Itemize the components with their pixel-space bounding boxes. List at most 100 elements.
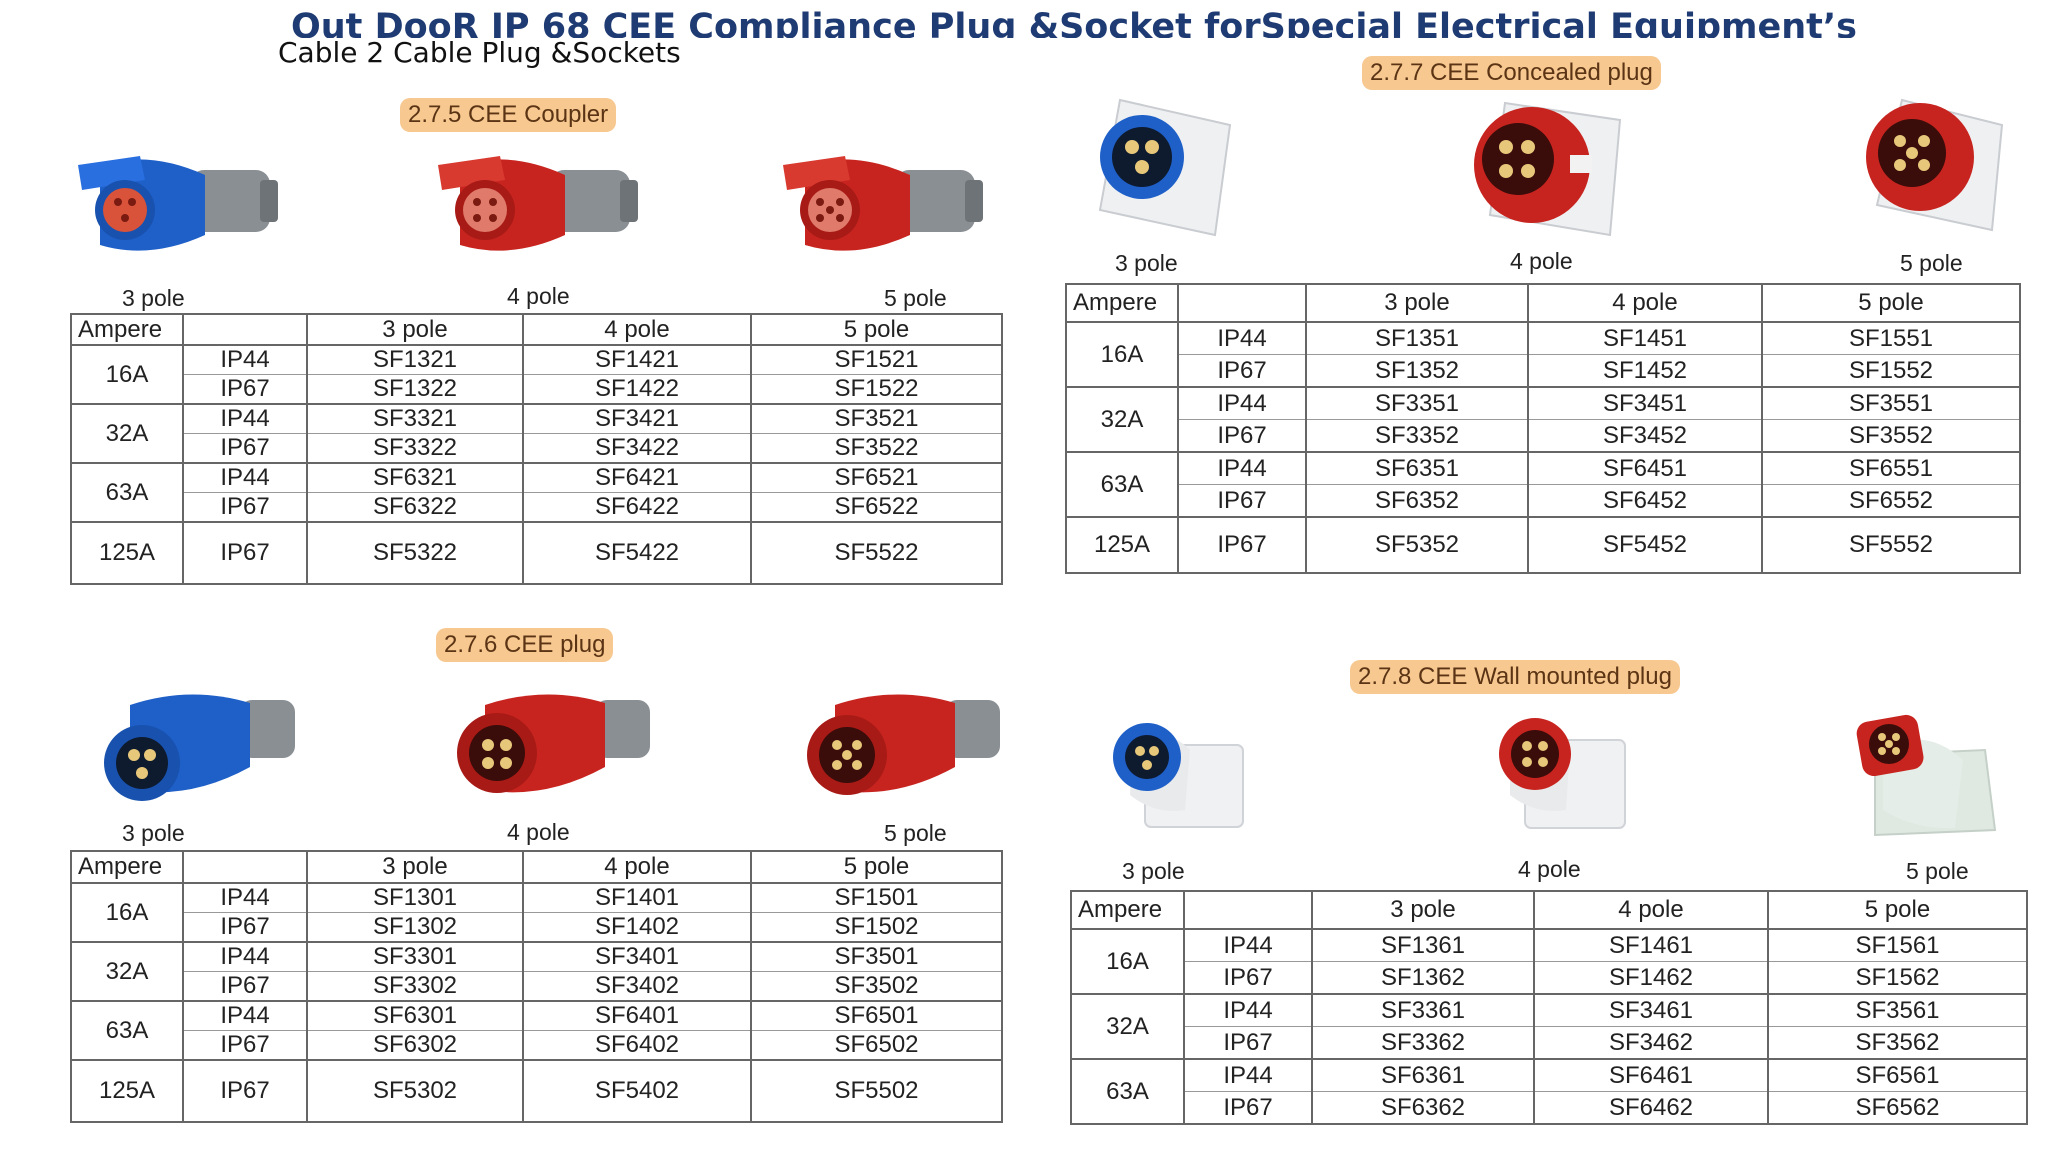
part-number-cell: SF5302 <box>306 1059 524 1123</box>
table-row: 16A IP44 SF1321 SF1421 SF1521 <box>70 344 1003 405</box>
part-number-cell: SF5552 <box>1761 516 2021 574</box>
part-number-cell: SF3301 <box>306 941 524 972</box>
pole-label: 5 pole <box>1906 858 1969 884</box>
table-header-row: Ampere 3 pole 4 pole 5 pole <box>70 313 1003 346</box>
part-number-cell: SF1422 <box>522 374 752 405</box>
part-number-cell: SF6302 <box>306 1030 524 1061</box>
table-row: IP67 SF6352 SF6452 SF6552 <box>1066 484 2021 518</box>
part-number-cell: SF1551 <box>1761 321 2021 355</box>
table-row: IP67 SF3362 SF3462 SF3562 <box>1071 1026 2028 1060</box>
part-number-cell: SF5402 <box>522 1059 752 1123</box>
ip-rating-cell: IP44 <box>182 882 308 913</box>
part-number-cell: SF3562 <box>1767 1026 2028 1060</box>
pole-label: 4 pole <box>507 819 570 845</box>
part-number-cell: SF1462 <box>1533 961 1769 995</box>
table-row: IP67 SF3352 SF3452 SF3552 <box>1066 419 2021 453</box>
part-number-cell: SF3461 <box>1533 993 1769 1027</box>
ampere-cell: 32A <box>70 403 184 464</box>
spec-table: Ampere 3 pole 4 pole 5 pole 16A IP44 SF1301 SF1… <box>70 850 1003 1123</box>
header-ampere: Ampere <box>70 313 184 346</box>
part-number-cell: SF6301 <box>306 1000 524 1031</box>
part-number-cell: SF6352 <box>1305 484 1529 518</box>
header-pole: 3 pole <box>306 313 524 346</box>
table-row: 63A IP44 SF6321 SF6421 SF6521 <box>70 462 1003 523</box>
part-number-cell: SF6551 <box>1761 451 2021 485</box>
spec-table: Ampere 3 pole 4 pole 5 pole 16A IP44 SF1321 SF1… <box>70 313 1003 585</box>
table-row: 125A IP67 SF5302 SF5402 SF5502 <box>70 1059 1003 1123</box>
header-ip <box>1177 283 1307 323</box>
part-number-cell: SF1402 <box>522 912 752 943</box>
header-ip <box>1183 890 1313 930</box>
table-row: 63A IP44 SF6301 SF6401 SF6501 <box>70 1000 1003 1061</box>
ip-rating-cell: IP67 <box>1177 419 1307 453</box>
table-row: 63A IP44 SF6351 SF6451 SF6551 <box>1065 451 2021 518</box>
part-number-cell: SF6361 <box>1311 1058 1535 1092</box>
part-number-cell: SF1502 <box>750 912 1003 943</box>
part-number-cell: SF3501 <box>750 941 1003 972</box>
part-number-cell: SF6421 <box>522 462 752 493</box>
page-subtitle: Cable 2 Cable Plug &Sockets <box>278 36 681 69</box>
part-number-cell: SF6501 <box>750 1000 1003 1031</box>
coupler-5-pole-icon <box>775 150 990 270</box>
table-row: 16A IP44 SF1301 SF1401 SF1501 <box>70 882 1003 943</box>
wall-plug-5-pole-icon <box>1855 710 2005 850</box>
ip-rating-cell: IP44 <box>182 941 308 972</box>
page-title: Out DooR IP 68 CEE Compliance Plug &Sock… <box>291 7 1857 38</box>
ip-rating-cell: IP44 <box>1183 993 1313 1027</box>
part-number-cell: SF1552 <box>1761 354 2021 388</box>
part-number-cell: SF6351 <box>1305 451 1529 485</box>
ip-rating-cell: IP67 <box>182 521 308 585</box>
part-number-cell: SF1421 <box>522 344 752 375</box>
section-badge: 2.7.6 CEE plug <box>436 628 614 662</box>
part-number-cell: SF3502 <box>750 971 1003 1002</box>
section-badge: 2.7.8 CEE Wall mounted plug <box>1350 660 1680 694</box>
part-number-cell: SF3522 <box>750 433 1003 464</box>
pole-label: 5 pole <box>1900 250 1963 276</box>
header-pole: 5 pole <box>750 313 1003 346</box>
part-number-cell: SF6452 <box>1527 484 1763 518</box>
table-row: 32A IP44 SF3321 SF3421 SF3521 <box>70 403 1003 464</box>
ampere-cell: 32A <box>1070 993 1185 1060</box>
table-row: IP67 SF1302 SF1402 SF1502 <box>71 912 1003 943</box>
part-number-cell: SF1361 <box>1311 928 1535 962</box>
header-ip <box>182 313 308 346</box>
ip-rating-cell: IP67 <box>1177 484 1307 518</box>
header-pole: 4 pole <box>1533 890 1769 930</box>
header-pole: 3 pole <box>306 850 524 884</box>
part-number-cell: SF3351 <box>1305 386 1529 420</box>
ip-rating-cell: IP67 <box>1183 1091 1313 1125</box>
ip-rating-cell: IP44 <box>1177 451 1307 485</box>
pole-label: 5 pole <box>884 285 947 311</box>
part-number-cell: SF3361 <box>1311 993 1535 1027</box>
part-number-cell: SF6561 <box>1767 1058 2028 1092</box>
part-number-cell: SF6521 <box>750 462 1003 493</box>
ampere-cell: 32A <box>70 941 184 1002</box>
plug-3-pole-icon <box>100 685 305 815</box>
wall-plug-3-pole-icon <box>1105 715 1255 845</box>
pole-label: 5 pole <box>884 820 947 846</box>
ampere-cell: 125A <box>70 521 184 585</box>
pole-label: 3 pole <box>1115 250 1178 276</box>
header-pole: 3 pole <box>1305 283 1529 323</box>
section-badge: 2.7.7 CEE Concealed plug <box>1362 56 1661 90</box>
part-number-cell: SF1461 <box>1533 928 1769 962</box>
pole-label: 4 pole <box>1510 248 1573 274</box>
ampere-cell: 63A <box>1065 451 1179 518</box>
part-number-cell: SF5502 <box>750 1059 1003 1123</box>
ampere-cell: 125A <box>1065 516 1179 574</box>
table-row: 32A IP44 SF3301 SF3401 SF3501 <box>70 941 1003 1002</box>
ip-rating-cell: IP44 <box>1183 1058 1313 1092</box>
pole-label: 3 pole <box>122 820 185 846</box>
part-number-cell: SF1561 <box>1767 928 2028 962</box>
table-row: 125A IP67 SF5352 SF5452 SF5552 <box>1065 516 2021 574</box>
part-number-cell: SF1321 <box>306 344 524 375</box>
part-number-cell: SF6502 <box>750 1030 1003 1061</box>
part-number-cell: SF5452 <box>1527 516 1763 574</box>
ampere-cell: 32A <box>1065 386 1179 453</box>
part-number-cell: SF3521 <box>750 403 1003 434</box>
ampere-cell: 16A <box>1070 928 1185 995</box>
header-ip <box>182 850 308 884</box>
ip-rating-cell: IP67 <box>182 492 308 523</box>
ampere-cell: 16A <box>70 882 184 943</box>
pole-label: 4 pole <box>1518 856 1581 882</box>
